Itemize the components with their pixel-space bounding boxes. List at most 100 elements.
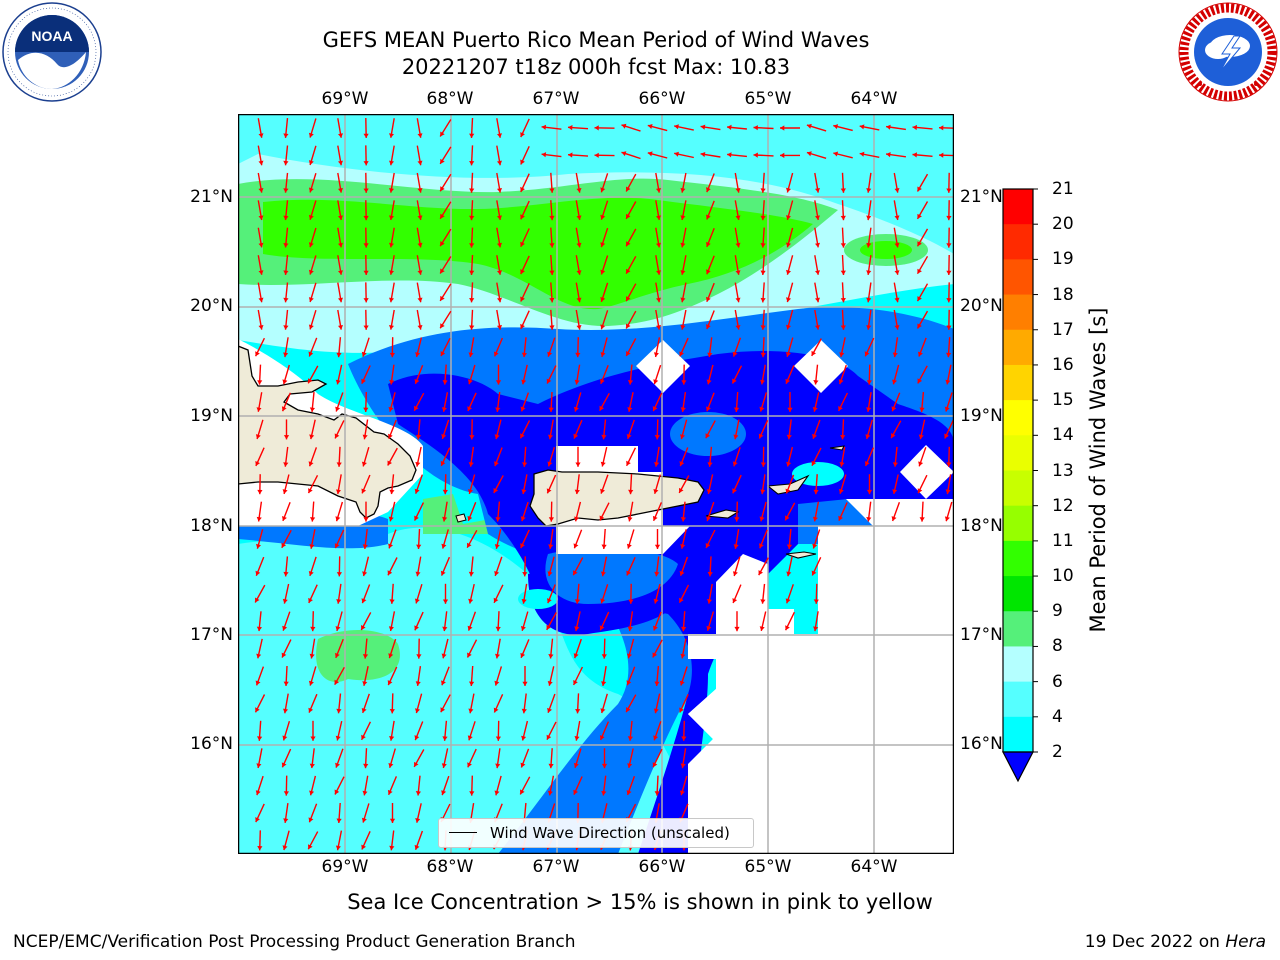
wave-arrow-head [787,407,793,412]
wave-arrow-head [308,351,314,357]
mask-cell [900,445,954,499]
wave-arrow-head [838,515,843,521]
wave-arrow-head [494,461,499,467]
wave-arrow-head [568,125,573,131]
wave-arrow-head [493,351,499,357]
lat-label-right: 16°N [960,734,1003,754]
wave-arrow-head [815,297,820,303]
wave-arrow-head [785,598,791,604]
wave-arrow-head [469,215,475,221]
wave-arrow-head [388,543,393,549]
wave-arrow-head [335,406,341,412]
wave-arrow-head [599,405,604,411]
wave-arrow-head [734,517,740,522]
lat-label-right: 21°N [960,187,1003,207]
wave-arrow-head [627,516,633,522]
wave-arrow-head [946,243,952,248]
wave-arrow-head [522,572,528,577]
wave-arrow-head [363,517,369,522]
wave-arrow-head [495,380,502,385]
wave-arrow-head [892,352,898,358]
wave-arrow-head [255,680,261,686]
colorbar-tick-label: 6 [1052,671,1063,692]
wave-arrow-head [441,680,446,686]
wave-arrow-head [785,378,791,384]
wave-arrow-head [548,763,554,769]
wave-arrow-head [546,734,552,740]
wave-arrow-head [415,681,421,686]
wave-arrow-head [652,652,658,658]
lon-label-bottom: 66°W [638,857,686,877]
wave-arrow-head [840,325,846,330]
chart-subtitle: 20221207 t18z 000h fcst Max: 10.83 [401,55,791,79]
wave-arrow-head [497,325,502,330]
wave-arrow-head [283,188,289,193]
wave-arrow-head [600,571,606,577]
wave-arrow-head [892,379,897,385]
wave-arrow-head [706,187,711,193]
colorbar-label: Mean Period of Wind Waves [s] [1086,307,1110,633]
lon-label-top: 68°W [426,89,474,109]
wave-arrow-head [919,517,925,522]
wave-arrow-head [282,598,288,604]
wave-arrow-head [917,268,922,274]
lon-label-top: 65°W [744,89,792,109]
wave-arrow-head [336,489,341,494]
wave-arrow-head [494,434,500,440]
wave-arrow-head [680,407,686,412]
wave-arrow-head [308,132,314,138]
wave-arrow-head [497,160,502,166]
wave-arrow-head [308,297,314,302]
wave-arrow-head [338,160,343,166]
wave-arrow-head [336,572,342,577]
wave-arrow-head [389,160,394,166]
wave-arrow-head [441,434,447,439]
wave-arrow-head [336,708,342,714]
wave-arrow-head [414,379,420,384]
wave-arrow-head [283,462,289,467]
map-border [238,114,954,854]
wave-arrow-head [389,325,394,330]
wave-arrow-head [706,489,712,494]
wave-arrow-head [335,652,340,658]
wave-arrow-head [864,461,870,466]
wave-arrow-head [601,681,607,686]
wave-arrow-head [653,379,659,385]
wave-arrow-head [495,517,501,522]
lat-label-left: 19°N [190,406,233,426]
wave-arrow-head [706,625,712,631]
wave-arrow-head [521,489,527,494]
wave-arrow-head [654,544,661,549]
wave-arrow-head [894,297,900,303]
wave-arrow-head [546,378,552,384]
wave-arrow-head [647,151,653,157]
wave-arrow-head [681,380,687,385]
wave-arrow-head [840,215,846,221]
wave-arrow-head [866,270,872,275]
wave-arrow-head [812,543,818,549]
wave-arrow-head [680,653,686,659]
wave-arrow-head [283,791,289,796]
wave-arrow-head [813,489,819,495]
wave-arrow-head [361,598,367,604]
wave-arrow-head [256,543,261,549]
colorbar-cell [1003,189,1033,225]
wave-arrow-head [573,680,578,685]
wave-arrow-head [469,298,475,303]
wave-arrow-head [335,379,341,385]
wave-arrow-head [732,378,737,384]
wave-arrow-head [574,379,580,385]
wave-arrow-head [389,270,394,275]
wave-arrow-head [414,761,419,767]
wave-arrow-head [786,461,792,467]
wave-arrow-head [338,133,343,138]
wave-arrow-head [520,433,525,439]
colorbar-tick-label: 19 [1052,249,1074,270]
wave-arrow-head [576,242,582,248]
wave-arrow-head [576,270,582,275]
wave-arrow-head [601,763,608,769]
wave-arrow-head [255,790,261,796]
wave-arrow-head [548,407,554,412]
wave-arrow-head [334,679,339,685]
wave-arrow-head [282,516,287,521]
